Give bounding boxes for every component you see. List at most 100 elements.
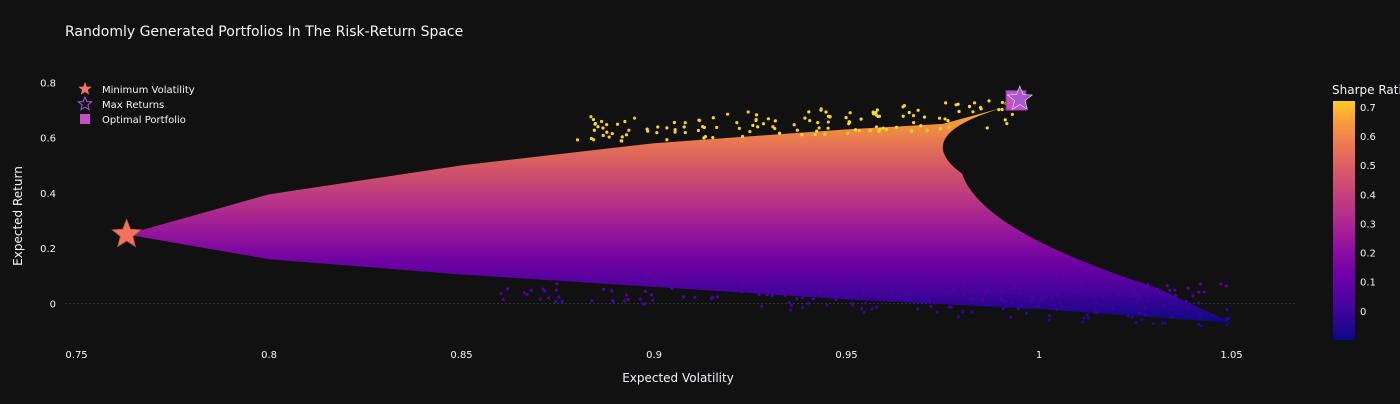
portfolio-point xyxy=(1202,290,1206,294)
portfolio-point xyxy=(1018,291,1023,295)
portfolio-point xyxy=(857,128,861,133)
portfolio-point xyxy=(792,269,796,273)
portfolio-point xyxy=(601,133,605,138)
portfolio-point xyxy=(1057,301,1062,305)
portfolio-point xyxy=(863,301,868,305)
portfolio-point xyxy=(875,305,879,309)
y-tick-label: 0.8 xyxy=(40,78,56,89)
portfolio-point xyxy=(1082,316,1086,320)
portfolio-point xyxy=(896,296,901,300)
portfolio-point xyxy=(853,128,858,132)
portfolio-point xyxy=(800,295,805,300)
portfolio-point xyxy=(1100,281,1104,285)
portfolio-point xyxy=(773,119,777,123)
portfolio-point xyxy=(1137,311,1141,315)
portfolio-point xyxy=(740,290,744,294)
portfolio-point xyxy=(1092,295,1096,299)
portfolio-point xyxy=(620,135,624,139)
portfolio-point xyxy=(499,292,503,296)
portfolio-point xyxy=(941,273,945,277)
portfolio-point xyxy=(538,297,542,301)
portfolio-point xyxy=(766,117,770,121)
portfolio-point xyxy=(874,110,878,115)
portfolio-point xyxy=(963,284,967,288)
portfolio-point xyxy=(902,103,907,108)
portfolio-point xyxy=(501,297,505,301)
portfolio-point xyxy=(638,297,643,301)
portfolio-point xyxy=(862,287,866,291)
portfolio-point xyxy=(925,128,929,132)
portfolio-point xyxy=(726,112,730,116)
portfolio-point xyxy=(961,277,965,281)
portfolio-point xyxy=(1060,305,1064,310)
portfolio-point xyxy=(627,128,631,132)
axes: 0.75 0.8 0.85 0.9 0.95 1 1.05 0 0.2 0.4 0.6 0.8 xyxy=(40,78,1297,361)
portfolio-point xyxy=(795,128,799,132)
portfolio-point xyxy=(795,297,799,301)
portfolio-point xyxy=(1147,298,1151,302)
portfolio-point xyxy=(579,260,583,264)
portfolio-point xyxy=(546,267,550,271)
portfolio-point xyxy=(792,123,796,127)
portfolio-point xyxy=(645,127,649,131)
portfolio-point xyxy=(911,114,916,118)
portfolio-point xyxy=(755,280,759,284)
portfolio-point xyxy=(1224,284,1228,288)
portfolio-point xyxy=(787,300,791,305)
portfolio-point xyxy=(1087,316,1091,320)
chart-title: Randomly Generated Portfolios In The Ris… xyxy=(65,24,463,40)
portfolio-point xyxy=(1126,314,1130,318)
portfolio-point xyxy=(623,119,627,124)
portfolio-point xyxy=(669,263,673,267)
portfolio-point xyxy=(1004,305,1008,309)
portfolio-point xyxy=(513,258,518,262)
portfolio-point xyxy=(701,125,705,129)
portfolio-point xyxy=(1225,307,1229,312)
legend-label: Optimal Portfolio xyxy=(102,115,186,126)
portfolio-point xyxy=(1093,307,1097,311)
portfolio-point xyxy=(754,118,758,123)
y-axis-title: Expected Return xyxy=(11,166,25,266)
y-tick-label: 0 xyxy=(50,299,56,310)
portfolio-point xyxy=(910,129,914,133)
portfolio-point xyxy=(610,131,614,136)
portfolio-point xyxy=(980,297,985,302)
portfolio-point xyxy=(500,257,504,261)
portfolio-point xyxy=(1184,299,1188,304)
colorbar-scale xyxy=(1333,101,1355,340)
portfolio-point xyxy=(1163,321,1167,325)
portfolio-point xyxy=(834,294,838,298)
portfolio-point xyxy=(956,102,960,106)
portfolio-point xyxy=(1030,278,1034,282)
portfolio-point xyxy=(823,132,827,136)
portfolio-point xyxy=(543,289,547,293)
portfolio-point xyxy=(938,127,942,131)
portfolio-point xyxy=(596,125,600,129)
portfolio-point xyxy=(881,126,885,130)
portfolio-point xyxy=(1047,313,1052,318)
portfolio-point xyxy=(1010,112,1014,117)
portfolio-point xyxy=(912,121,916,125)
portfolio-point xyxy=(760,304,764,308)
portfolio-point xyxy=(610,289,614,293)
portfolio-point xyxy=(919,124,923,128)
portfolio-point xyxy=(1199,324,1204,328)
portfolio-point xyxy=(1143,305,1147,309)
portfolio-point xyxy=(877,129,881,133)
portfolio-point xyxy=(840,275,844,279)
portfolio-point xyxy=(753,289,757,294)
portfolio-point xyxy=(803,116,807,120)
portfolio-point xyxy=(1197,290,1201,294)
portfolio-point xyxy=(1036,304,1040,308)
portfolio-point xyxy=(884,128,889,132)
portfolio-point xyxy=(1160,321,1165,325)
highlight-markers xyxy=(111,85,1034,248)
portfolio-point xyxy=(913,282,917,286)
portfolio-point xyxy=(650,278,654,283)
portfolio-point xyxy=(745,277,749,281)
portfolio-point xyxy=(655,131,659,135)
portfolio-point xyxy=(901,114,905,118)
portfolio-point xyxy=(1131,286,1135,291)
portfolio-point xyxy=(920,278,925,282)
